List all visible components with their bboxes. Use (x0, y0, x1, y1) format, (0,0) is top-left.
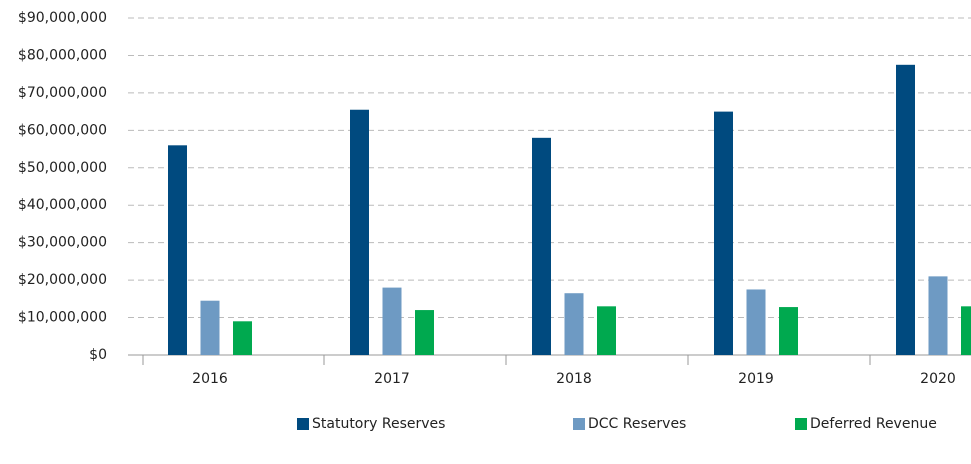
y-tick-label: $20,000,000 (18, 272, 107, 288)
legend-swatch (297, 418, 309, 430)
legend-swatch (795, 418, 807, 430)
legend-label: DCC Reserves (588, 416, 686, 432)
legend-swatch (573, 418, 585, 430)
bar (382, 287, 402, 355)
y-tick-label: $0 (89, 347, 107, 363)
bar (779, 307, 798, 355)
legend-label: Statutory Reserves (312, 416, 445, 432)
y-tick-label: $60,000,000 (18, 122, 107, 138)
bar (233, 321, 252, 355)
bar (961, 306, 971, 355)
x-tick-label: 2017 (374, 371, 410, 387)
y-tick-label: $30,000,000 (18, 235, 107, 251)
bar (350, 109, 369, 355)
bar (746, 289, 766, 355)
bar (597, 306, 616, 355)
x-tick-label: 2020 (920, 371, 956, 387)
bar (168, 145, 187, 355)
y-tick-label: $40,000,000 (18, 197, 107, 213)
bar (928, 276, 948, 355)
bar (896, 64, 915, 356)
legend-label: Deferred Revenue (810, 416, 937, 432)
bar (200, 300, 220, 355)
bar (532, 137, 551, 355)
bar (714, 111, 733, 355)
x-tick-label: 2018 (556, 371, 592, 387)
bar (564, 293, 584, 355)
y-tick-label: $70,000,000 (18, 85, 107, 101)
x-tick-label: 2019 (738, 371, 774, 387)
bar (415, 310, 434, 355)
x-tick-label: 2016 (192, 371, 228, 387)
y-tick-label: $80,000,000 (18, 47, 107, 63)
y-tick-label: $50,000,000 (18, 160, 107, 176)
y-tick-label: $10,000,000 (18, 310, 107, 326)
y-tick-label: $90,000,000 (18, 10, 107, 26)
